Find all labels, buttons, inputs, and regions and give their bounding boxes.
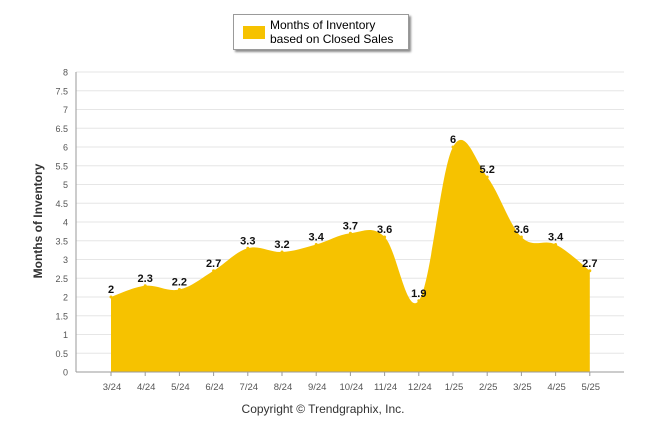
data-label: 2.2 <box>172 277 187 289</box>
x-tick-label: 5/25 <box>582 382 601 393</box>
y-tick-label: 4.5 <box>55 199 68 209</box>
x-tick-label: 10/24 <box>340 382 364 393</box>
data-label: 3.4 <box>309 232 325 244</box>
y-tick-label: 1.5 <box>55 311 68 321</box>
legend: Months of Inventory based on Closed Sale… <box>233 14 409 50</box>
data-label: 2.7 <box>206 258 221 270</box>
data-label: 1.9 <box>411 288 426 300</box>
x-tick-label: 1/25 <box>445 382 464 393</box>
data-point <box>109 295 113 299</box>
data-point <box>212 269 216 273</box>
data-label: 2 <box>108 284 114 296</box>
data-label: 3.6 <box>514 224 529 236</box>
y-tick-label: 3.5 <box>55 236 68 246</box>
data-point <box>314 243 318 246</box>
data-point <box>451 145 455 149</box>
legend-label: Months of Inventory based on Closed Sale… <box>270 18 394 46</box>
x-tick-label: 7/24 <box>240 382 259 393</box>
x-tick-label: 4/24 <box>137 382 156 393</box>
data-label: 3.2 <box>274 239 289 251</box>
x-tick-label: 3/25 <box>513 382 532 393</box>
y-tick-label: 5.5 <box>55 161 68 171</box>
x-tick-label: 3/24 <box>103 382 122 393</box>
data-label: 3.3 <box>240 235 255 247</box>
y-tick-label: 5 <box>63 180 68 190</box>
data-label: 2.3 <box>138 273 153 285</box>
data-label: 2.7 <box>582 258 597 270</box>
copyright-notice: Copyright © Trendgraphix, Inc. <box>241 402 405 416</box>
y-tick-label: 3 <box>63 255 68 265</box>
y-axis-title-text: Months of Inventory <box>31 163 45 279</box>
x-tick-label: 9/24 <box>308 382 327 393</box>
y-tick-label: 6.5 <box>55 124 68 134</box>
data-point <box>383 235 387 239</box>
data-point <box>485 175 489 179</box>
y-tick-label: 6 <box>63 143 68 153</box>
data-label: 3.6 <box>377 224 392 236</box>
x-tick-label: 8/24 <box>274 382 293 393</box>
legend-swatch <box>243 26 265 39</box>
y-tick-label: 8 <box>63 68 68 78</box>
y-tick-label: 2.5 <box>55 274 68 284</box>
data-point <box>348 231 352 235</box>
x-tick-label: 11/24 <box>374 382 397 393</box>
x-tick-label: 12/24 <box>408 382 432 393</box>
data-point <box>177 288 181 291</box>
data-point <box>588 269 592 273</box>
y-tick-label: 4 <box>63 218 68 228</box>
data-label: 5.2 <box>480 164 495 176</box>
data-point <box>554 243 558 246</box>
y-tick-label: 1 <box>63 330 68 340</box>
data-label: 6 <box>450 134 456 146</box>
y-tick-label: 2 <box>63 293 68 303</box>
y-tick-label: 0 <box>63 368 68 378</box>
x-tick-label: 4/25 <box>547 382 566 393</box>
series-area <box>111 139 590 372</box>
x-tick-label: 6/24 <box>205 382 224 393</box>
data-point <box>280 250 284 254</box>
data-point <box>246 246 250 250</box>
data-point <box>143 284 147 288</box>
data-label: 3.4 <box>548 232 564 244</box>
x-tick-label: 5/24 <box>171 382 190 393</box>
y-tick-label: 0.5 <box>55 349 68 359</box>
data-point <box>519 235 523 239</box>
y-tick-label: 7 <box>63 105 68 115</box>
data-point <box>417 299 421 303</box>
y-tick-label: 7.5 <box>55 86 68 96</box>
data-label: 3.7 <box>343 220 358 232</box>
x-tick-label: 2/25 <box>479 382 498 393</box>
